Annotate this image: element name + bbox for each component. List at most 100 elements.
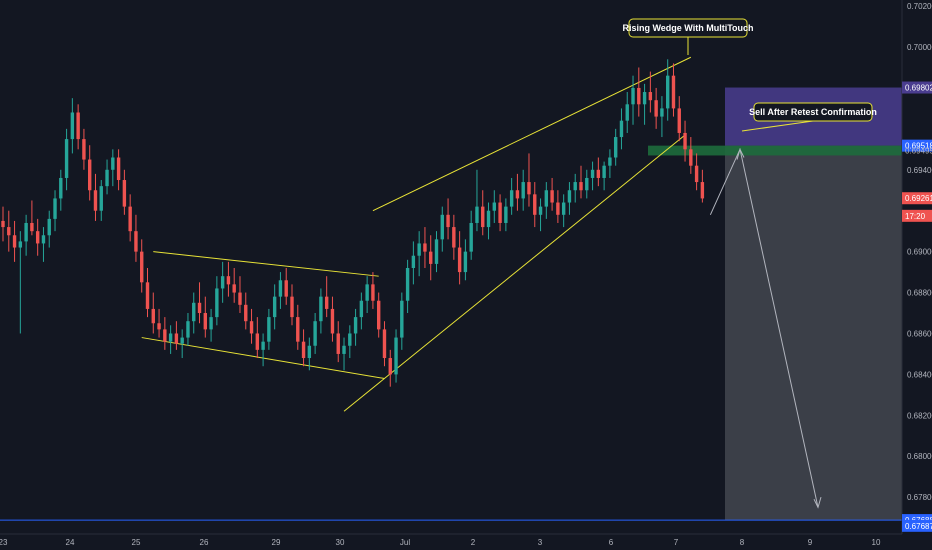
candle[interactable]: [365, 276, 369, 314]
candle[interactable]: [307, 337, 312, 371]
candle[interactable]: [348, 325, 352, 359]
candle[interactable]: [359, 292, 364, 330]
candle[interactable]: [538, 198, 543, 232]
candle[interactable]: [608, 149, 612, 178]
candle[interactable]: [446, 198, 450, 240]
candle[interactable]: [498, 194, 502, 232]
candle[interactable]: [76, 104, 80, 150]
candle[interactable]: [255, 317, 260, 359]
candle[interactable]: [226, 261, 231, 297]
candle[interactable]: [313, 313, 317, 354]
candle[interactable]: [613, 128, 618, 166]
candle[interactable]: [1, 206, 5, 242]
candle[interactable]: [319, 288, 323, 334]
candle[interactable]: [515, 173, 520, 211]
candle[interactable]: [434, 231, 439, 273]
candle[interactable]: [596, 157, 601, 187]
candle[interactable]: [660, 96, 664, 138]
candle[interactable]: [174, 321, 179, 350]
candle[interactable]: [457, 231, 462, 285]
candle[interactable]: [579, 165, 583, 199]
candle[interactable]: [70, 98, 75, 154]
candle[interactable]: [654, 87, 658, 129]
candle[interactable]: [12, 220, 17, 262]
candle[interactable]: [666, 59, 670, 121]
candle[interactable]: [394, 329, 398, 383]
candle[interactable]: [41, 227, 46, 262]
candle[interactable]: [168, 325, 173, 354]
candle[interactable]: [24, 214, 28, 256]
candle[interactable]: [140, 239, 144, 293]
candle[interactable]: [301, 329, 306, 367]
candle[interactable]: [215, 276, 219, 326]
candle[interactable]: [53, 190, 57, 232]
candle[interactable]: [272, 284, 277, 330]
candle[interactable]: [417, 231, 421, 277]
candle[interactable]: [481, 190, 485, 236]
candle[interactable]: [429, 235, 433, 281]
candle[interactable]: [377, 292, 381, 338]
candle[interactable]: [550, 177, 554, 211]
candle[interactable]: [249, 308, 254, 344]
candle[interactable]: [336, 321, 340, 363]
candle[interactable]: [220, 261, 225, 303]
candle[interactable]: [561, 194, 566, 228]
candle[interactable]: [30, 200, 34, 236]
candle[interactable]: [128, 194, 132, 242]
candle[interactable]: [59, 169, 63, 211]
candle[interactable]: [203, 296, 207, 338]
candle[interactable]: [134, 214, 138, 262]
candle[interactable]: [452, 214, 456, 260]
candle[interactable]: [637, 67, 641, 117]
candle[interactable]: [492, 190, 496, 223]
candle[interactable]: [400, 292, 404, 350]
candle[interactable]: [232, 268, 236, 303]
candle[interactable]: [278, 272, 283, 309]
candle[interactable]: [683, 120, 687, 162]
candle[interactable]: [463, 239, 468, 281]
candle[interactable]: [521, 169, 525, 211]
candle[interactable]: [353, 308, 358, 346]
candle[interactable]: [677, 96, 681, 142]
candle[interactable]: [324, 276, 329, 318]
candle[interactable]: [111, 149, 115, 187]
candle[interactable]: [556, 190, 560, 223]
candle[interactable]: [186, 313, 190, 346]
candle[interactable]: [99, 180, 103, 221]
candle[interactable]: [47, 210, 51, 248]
candle[interactable]: [475, 169, 479, 232]
candle[interactable]: [35, 218, 40, 256]
candle[interactable]: [544, 182, 549, 219]
candle[interactable]: [527, 153, 531, 207]
candle[interactable]: [145, 268, 150, 318]
candle[interactable]: [671, 63, 676, 117]
candle[interactable]: [625, 92, 629, 133]
candle[interactable]: [296, 304, 300, 350]
candle[interactable]: [88, 145, 92, 201]
candle[interactable]: [267, 308, 271, 350]
candle[interactable]: [7, 210, 11, 252]
candle[interactable]: [238, 276, 242, 314]
candle[interactable]: [504, 198, 508, 232]
candle[interactable]: [197, 282, 202, 324]
candle[interactable]: [388, 349, 392, 387]
candle[interactable]: [411, 241, 416, 285]
candle[interactable]: [567, 182, 572, 215]
candle[interactable]: [209, 308, 213, 342]
candle[interactable]: [371, 272, 375, 309]
candle[interactable]: [694, 153, 699, 191]
candle[interactable]: [590, 161, 595, 191]
candle[interactable]: [116, 149, 121, 191]
retest-callout[interactable]: Sell After Retest Confirmation: [741, 102, 877, 132]
candle[interactable]: [533, 182, 537, 228]
candle[interactable]: [648, 71, 653, 113]
candle[interactable]: [244, 292, 248, 330]
candle[interactable]: [619, 108, 624, 150]
candle[interactable]: [486, 202, 491, 240]
candle[interactable]: [509, 177, 514, 215]
candle[interactable]: [122, 169, 127, 215]
candle[interactable]: [382, 321, 387, 367]
candle[interactable]: [469, 210, 473, 260]
candle[interactable]: [261, 333, 265, 367]
